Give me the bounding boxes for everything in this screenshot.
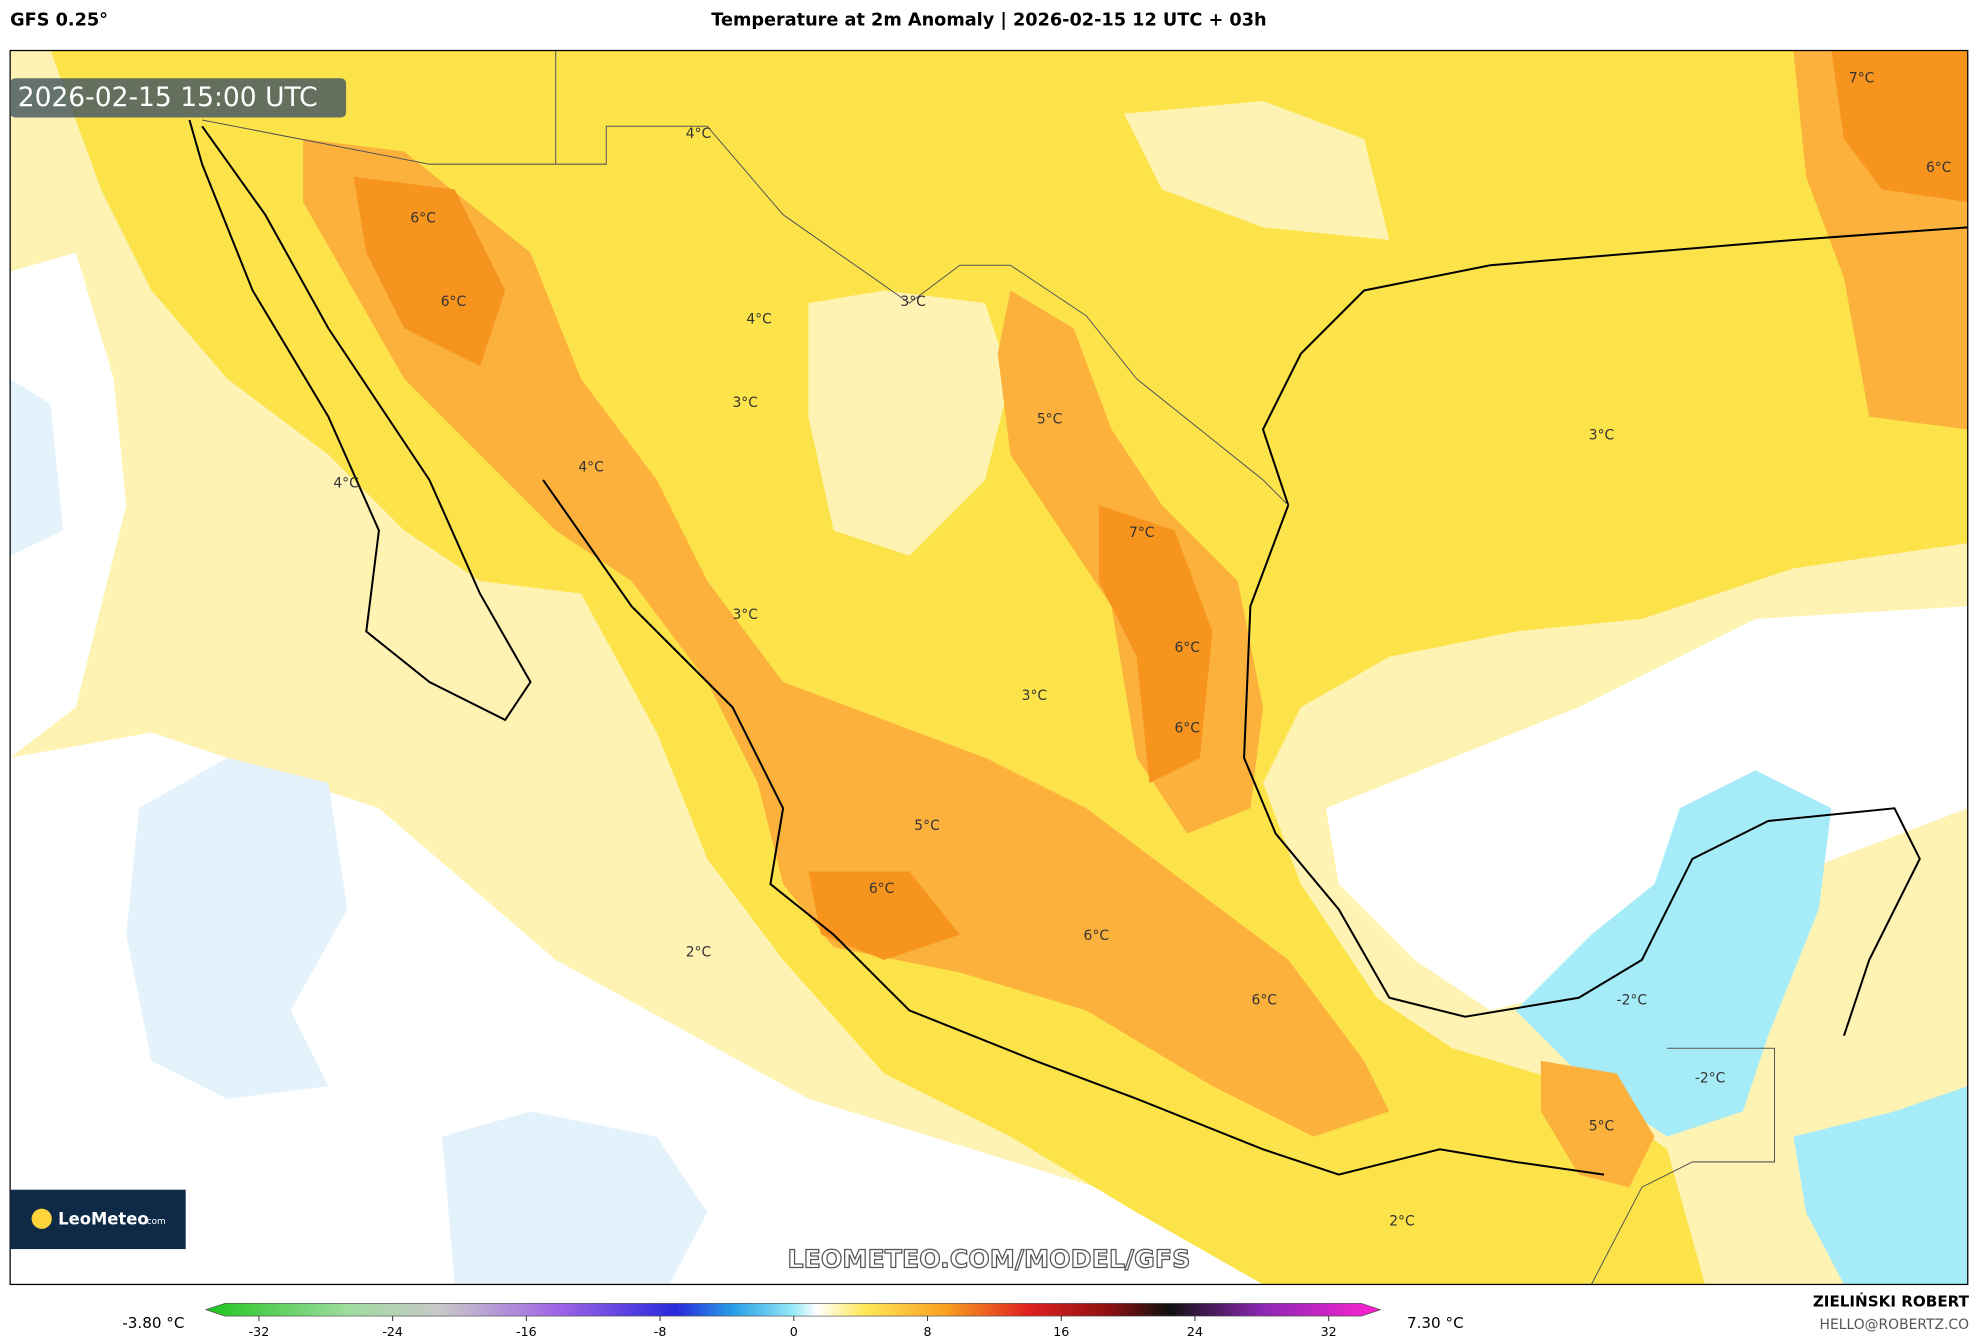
map: 4°C 6°C 6°C 3°C 4°C 3°C 5°C 3°C 4°C 4°C 7°C 3°C 6°C 3… [10, 50, 1968, 1285]
contour-label: 2°C [686, 944, 711, 960]
peak-anomaly [353, 176, 506, 367]
colorbar-tick-label: 32 [1321, 1324, 1337, 1338]
contour-label: 6°C [410, 210, 435, 226]
colorbar-tick-label: 16 [1053, 1324, 1069, 1338]
border [202, 119, 1289, 506]
contour-label: 3°C [732, 395, 757, 411]
colorbar-tick-label: 24 [1187, 1324, 1203, 1338]
contour-label: 6°C [1174, 721, 1199, 737]
contour-label: -2°C [1695, 1071, 1725, 1087]
logo-name: LeoMeteo [58, 1210, 149, 1229]
peak-anomaly [1831, 50, 1968, 203]
watermark: LEOMETEO.COM/MODEL/GFS [788, 1244, 1191, 1273]
contour-label: 6°C [1926, 160, 1951, 176]
colorbar-tick-label: 0 [790, 1324, 798, 1338]
colorbar [204, 1303, 1382, 1317]
min-value: -3.80 °C [122, 1314, 184, 1332]
low-anomaly [10, 252, 127, 758]
contour-label: 4°C [746, 312, 771, 328]
pale-anomaly [1124, 101, 1390, 240]
low-anomaly [1326, 606, 1968, 1011]
logo-sun [31, 1208, 52, 1229]
contour-label: 7°C [1849, 70, 1874, 86]
border [1590, 1047, 1776, 1285]
max-value: 7.30 °C [1407, 1314, 1464, 1332]
map-frame [9, 49, 1969, 1286]
contour-label: 6°C [1252, 992, 1277, 1008]
contour-labels: 4°C 6°C 6°C 3°C 4°C 3°C 5°C 3°C 4°C 4°C 7°C 3°C 6°C 3… [333, 70, 1951, 1229]
contour-label: 2°C [1389, 1213, 1414, 1229]
contour-label: 5°C [1589, 1119, 1614, 1135]
contour-label: 6°C [441, 294, 466, 310]
negative-anomaly [126, 757, 348, 1099]
negative-anomaly [1793, 1086, 1968, 1285]
strong-anomaly [303, 138, 1390, 1137]
logo-suffix: .com [144, 1217, 166, 1227]
colorbar-tick-label: -8 [654, 1324, 667, 1338]
valid-time: 2026-02-15 15:00 UTC [18, 82, 318, 113]
contour-label: 4°C [686, 126, 711, 142]
coastline [542, 479, 1605, 1176]
contour-label: 4°C [578, 459, 603, 475]
contour-label: 7°C [1129, 525, 1154, 541]
contour-label: 3°C [1022, 688, 1047, 704]
contour-label: 6°C [1084, 928, 1109, 944]
peak-anomaly [808, 871, 960, 960]
contour-label: 5°C [914, 818, 939, 834]
time-box [10, 78, 347, 118]
contour-label: 5°C [1037, 411, 1062, 427]
colorbar-tick-label: -16 [516, 1324, 537, 1338]
negative-anomaly [442, 1111, 708, 1285]
contour-label: 3°C [1589, 428, 1614, 444]
contour-label: 6°C [1174, 640, 1199, 656]
pale-anomaly [808, 290, 1011, 556]
negative-anomaly [1515, 770, 1832, 1137]
contour-label: 6°C [869, 881, 894, 897]
model-label: GFS 0.25° [10, 10, 108, 30]
strong-anomaly [1540, 1060, 1655, 1188]
peak-anomaly [1098, 505, 1213, 784]
colorbar-tick-label: 8 [924, 1324, 932, 1338]
contour-label: 3°C [900, 294, 925, 310]
coastline [1243, 504, 1921, 1036]
colorbar-tick-label: -24 [382, 1324, 403, 1338]
colorbar-tick-label: -32 [249, 1324, 270, 1338]
coastline [1261, 226, 1968, 506]
contour-label: -2°C [1617, 992, 1647, 1008]
email: HELLO@ROBERTZ.CO [1820, 1317, 1970, 1333]
coastline [188, 119, 532, 722]
negative-anomaly [10, 378, 64, 556]
author: ZIELIŃSKI ROBERT [1813, 1292, 1970, 1311]
contour-label: 3°C [732, 607, 757, 623]
map-title: Temperature at 2m Anomaly | 2026-02-15 1… [711, 10, 1266, 30]
contour-label: 4°C [333, 476, 358, 492]
